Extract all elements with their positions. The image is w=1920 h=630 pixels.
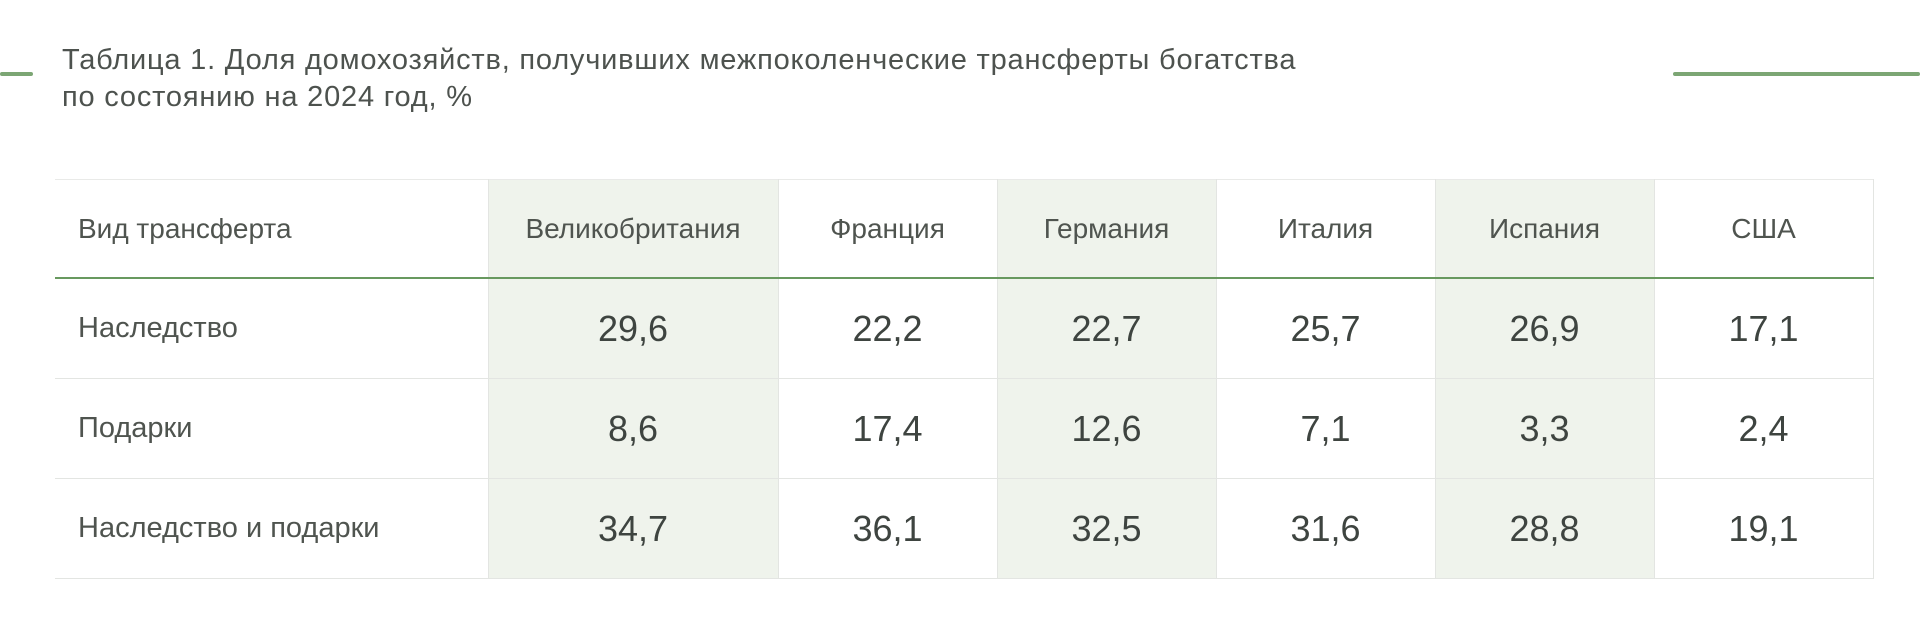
- table-title-line-2: по состоянию на 2024 год, %: [62, 81, 473, 113]
- column-header-france: Франция: [778, 179, 998, 279]
- table-cell: 34,7: [488, 478, 779, 579]
- table-cell: 12,6: [997, 378, 1217, 479]
- table-cell: 19,1: [1654, 478, 1874, 579]
- column-header-germany: Германия: [997, 179, 1217, 279]
- table-cell: 22,7: [997, 278, 1217, 379]
- table-title-line-1: Таблица 1. Доля домохозяйств, получивших…: [62, 44, 1297, 76]
- row-label: Наследство: [55, 278, 489, 379]
- table-cell: 17,4: [778, 378, 998, 479]
- column-header-transfer-type: Вид трансферта: [55, 179, 489, 279]
- title-accent-line-left: [0, 72, 33, 76]
- table-header: Вид трансферта Великобритания Франция Ге…: [55, 179, 1874, 279]
- table-cell: 29,6: [488, 278, 779, 379]
- title-accent-line-right: [1673, 72, 1920, 76]
- table-cell: 36,1: [778, 478, 998, 579]
- table-cell: 25,7: [1216, 278, 1436, 379]
- table-cell: 32,5: [997, 478, 1217, 579]
- column-header-spain: Испания: [1435, 179, 1655, 279]
- table-cell: 31,6: [1216, 478, 1436, 579]
- table-cell: 17,1: [1654, 278, 1874, 379]
- table-cell: 28,8: [1435, 478, 1655, 579]
- table-cell: 7,1: [1216, 378, 1436, 479]
- row-label: Наследство и подарки: [55, 478, 489, 579]
- table-cell: 8,6: [488, 378, 779, 479]
- table-body: Наследство 29,6 22,2 22,7 25,7 26,9 17,1…: [55, 278, 1874, 579]
- wealth-transfers-table: Вид трансферта Великобритания Франция Ге…: [55, 179, 1874, 579]
- table-cell: 22,2: [778, 278, 998, 379]
- table-row-inheritance-and-gifts: Наследство и подарки 34,7 36,1 32,5 31,6…: [55, 478, 1874, 579]
- table-cell: 26,9: [1435, 278, 1655, 379]
- column-header-italy: Италия: [1216, 179, 1436, 279]
- table-row-gifts: Подарки 8,6 17,4 12,6 7,1 3,3 2,4: [55, 378, 1874, 479]
- table-row-inheritance: Наследство 29,6 22,2 22,7 25,7 26,9 17,1: [55, 278, 1874, 379]
- table-cell: 3,3: [1435, 378, 1655, 479]
- row-label: Подарки: [55, 378, 489, 479]
- table-header-row: Вид трансферта Великобритания Франция Ге…: [55, 179, 1874, 279]
- column-header-uk: Великобритания: [488, 179, 779, 279]
- table-title: Таблица 1. Доля домохозяйств, получивших…: [62, 42, 1296, 116]
- table-cell: 2,4: [1654, 378, 1874, 479]
- column-header-usa: США: [1654, 179, 1874, 279]
